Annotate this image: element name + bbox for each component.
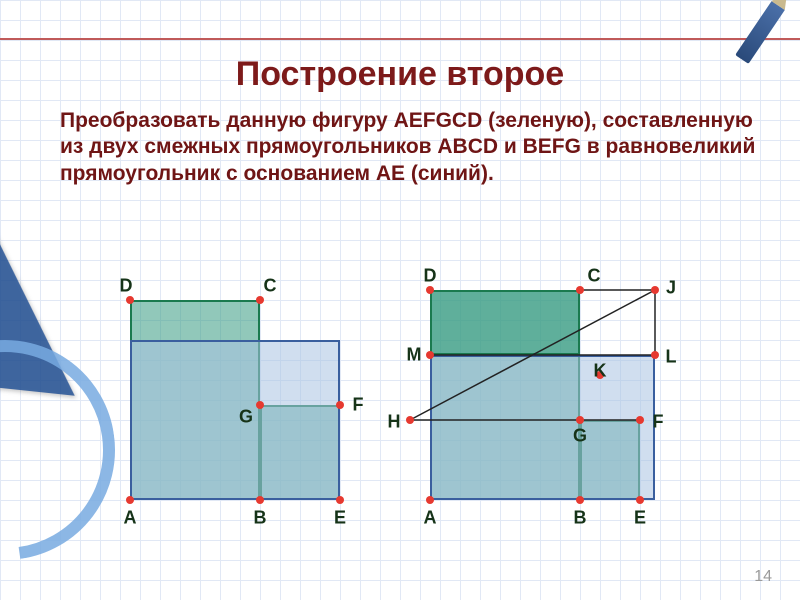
slide-title: Построение второе [0, 55, 800, 94]
label-M: M [407, 345, 422, 366]
diagram-left: ABEDCGF [130, 270, 380, 520]
label-H: H [388, 412, 401, 433]
point-B [256, 496, 264, 504]
point-J [651, 286, 659, 294]
label-L: L [666, 347, 677, 368]
slide: Построение второе Преобразовать данную ф… [0, 0, 800, 600]
label-E: E [334, 508, 346, 529]
point-H [406, 416, 414, 424]
point-F [336, 401, 344, 409]
point-C [256, 296, 264, 304]
label-C: C [588, 266, 601, 287]
label-D: D [120, 276, 133, 297]
label-F: F [353, 395, 364, 416]
point-C [576, 286, 584, 294]
page-number: 14 [754, 568, 772, 586]
point-A [426, 496, 434, 504]
point-D [126, 296, 134, 304]
label-C: C [264, 276, 277, 297]
label-F: F [653, 412, 664, 433]
point-E [336, 496, 344, 504]
point-M [426, 351, 434, 359]
label-E: E [634, 508, 646, 529]
point-F [636, 416, 644, 424]
label-G: G [573, 426, 587, 447]
label-J: J [666, 278, 676, 299]
rect-blue [130, 340, 340, 500]
slide-body: Преобразовать данную фигуру AEFGCD (зеле… [60, 108, 760, 187]
point-G [576, 416, 584, 424]
point-G [256, 401, 264, 409]
point-D [426, 286, 434, 294]
label-A: A [424, 508, 437, 529]
diagram-right: ABEDCGFHJMLK [430, 270, 730, 520]
label-A: A [124, 508, 137, 529]
label-D: D [424, 266, 437, 287]
construction-lines [430, 270, 730, 520]
label-B: B [254, 508, 267, 529]
label-K: K [594, 361, 607, 382]
point-E [636, 496, 644, 504]
label-G: G [239, 407, 253, 428]
point-B [576, 496, 584, 504]
margin-line [0, 38, 800, 40]
label-B: B [574, 508, 587, 529]
point-A [126, 496, 134, 504]
point-L [651, 351, 659, 359]
